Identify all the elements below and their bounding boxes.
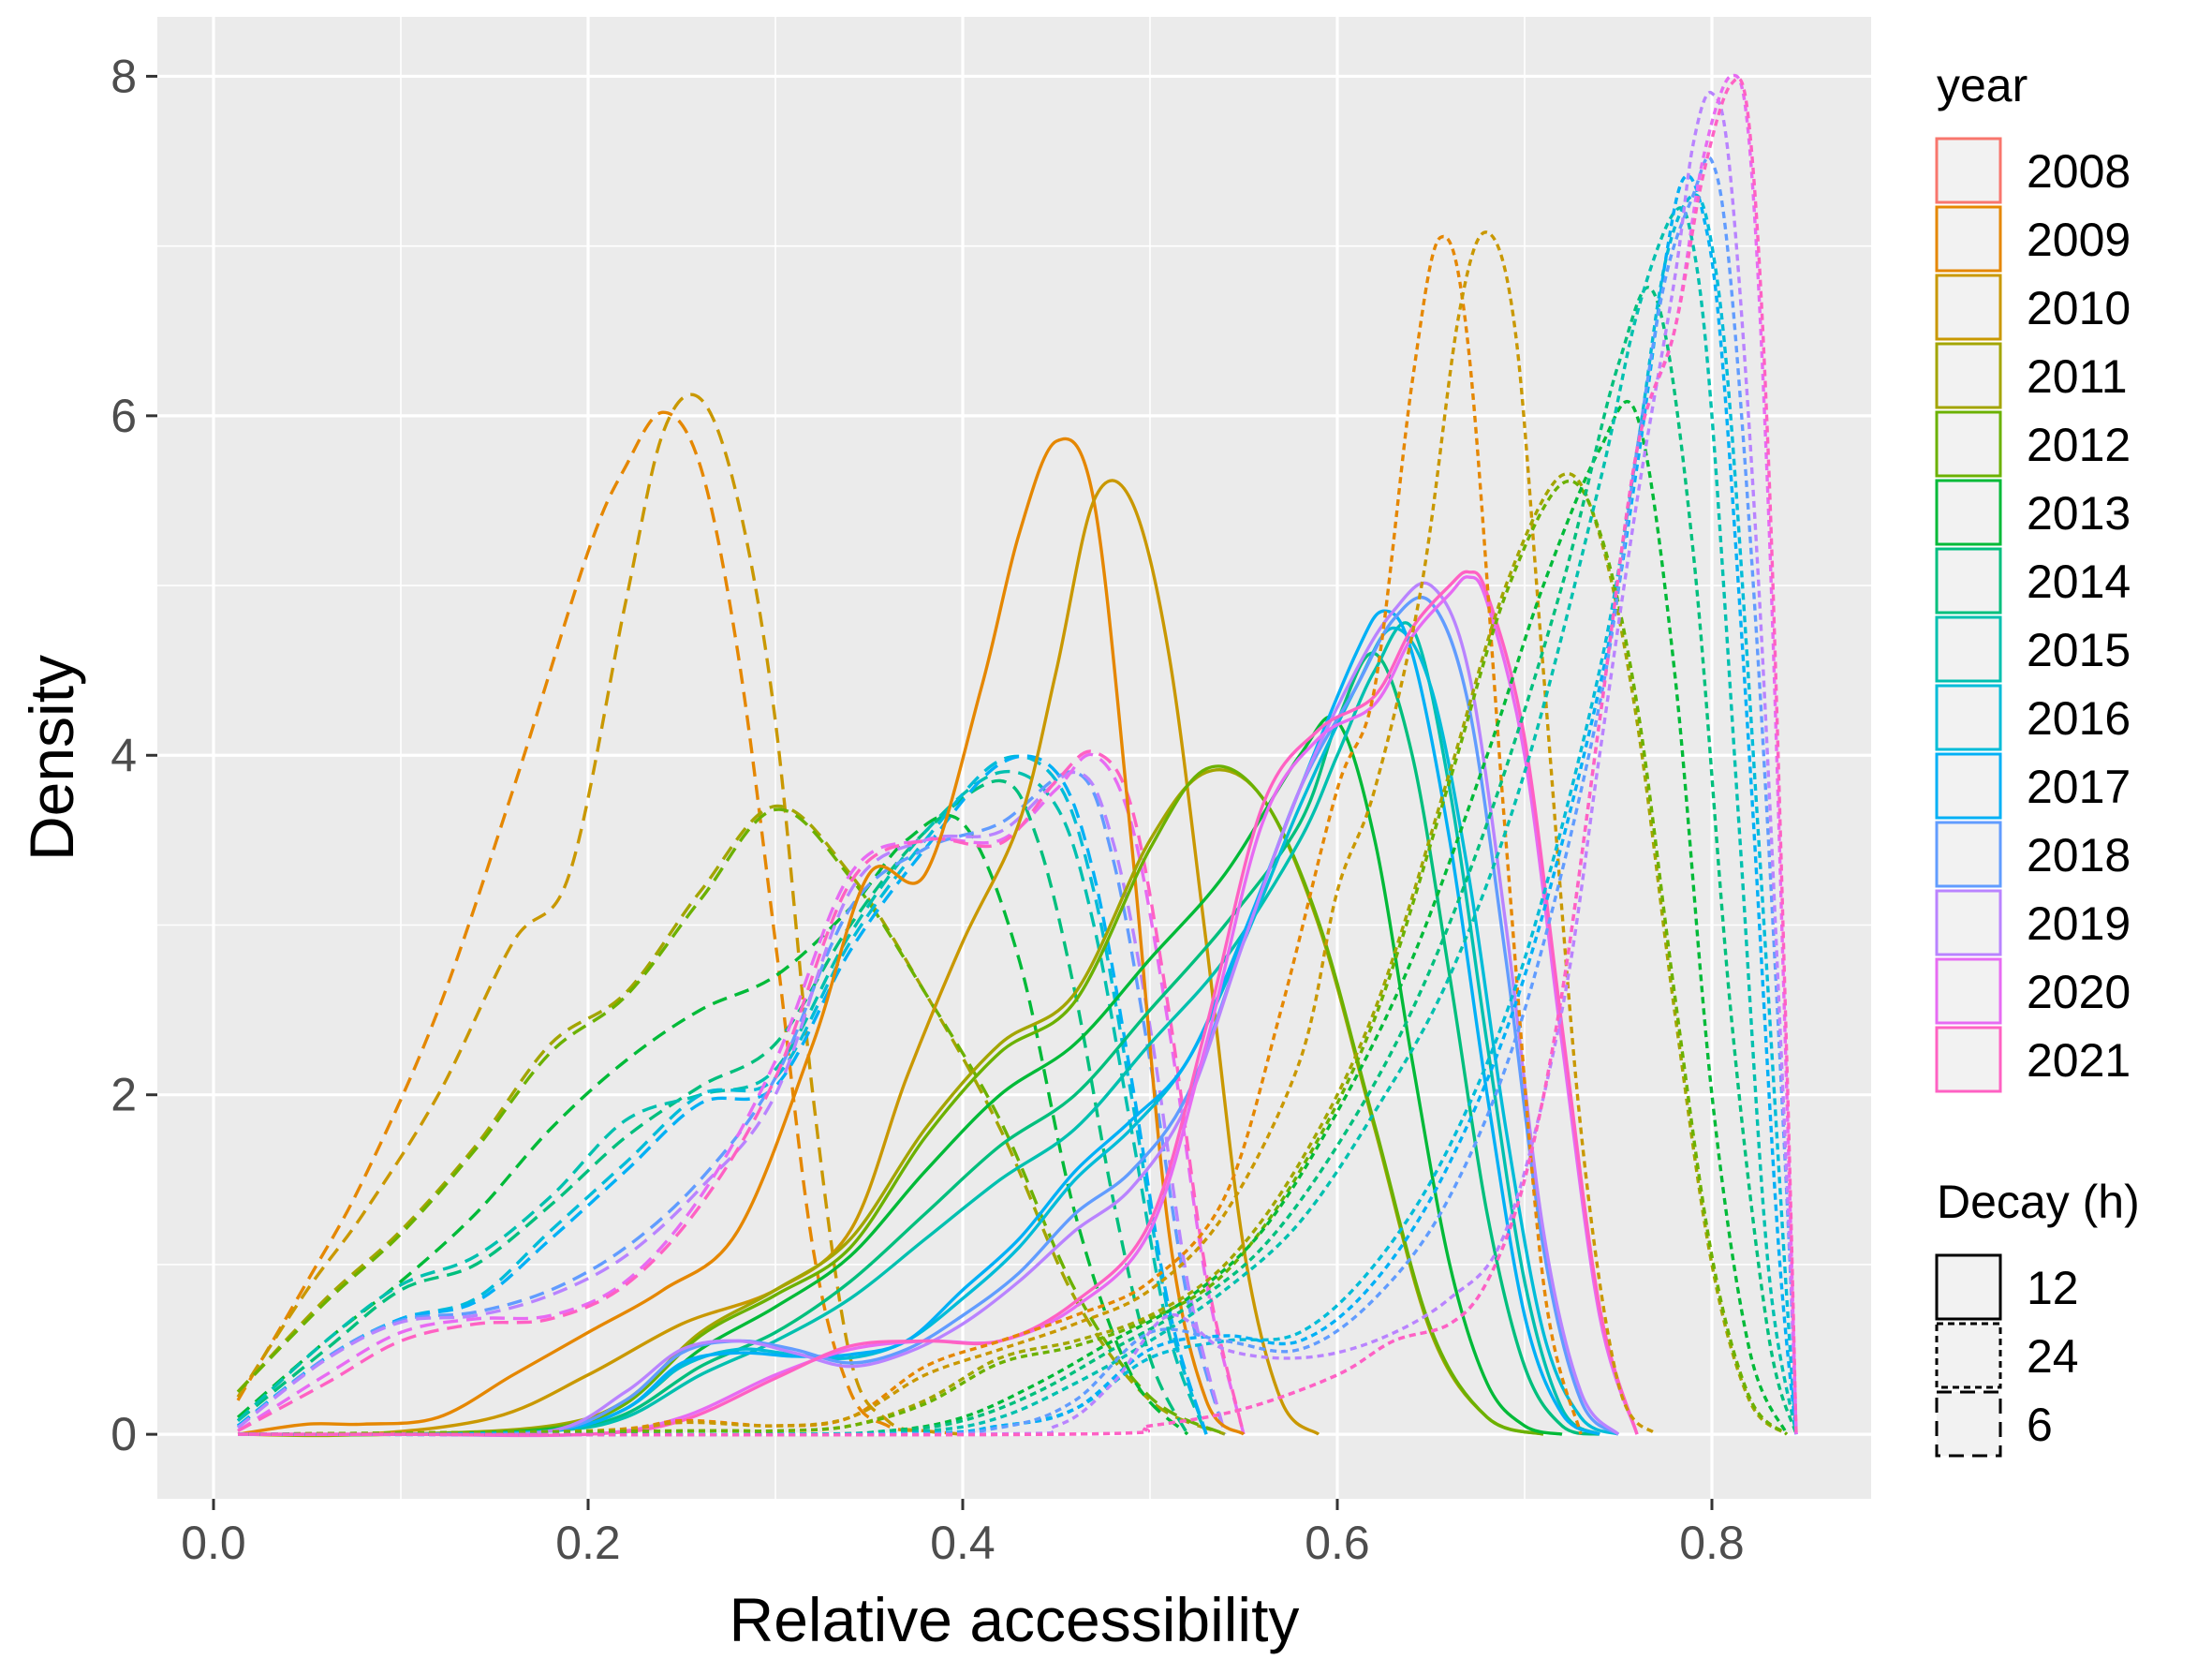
series-line-2014-24h (237, 286, 1798, 1437)
legend-label-2014: 2014 (2027, 555, 2131, 608)
legend-key-2008 (1935, 137, 2002, 204)
legend-key-2018 (1935, 821, 2002, 888)
series-line-2012-12h (237, 764, 1544, 1437)
series-line-2012-24h (237, 479, 1789, 1436)
series-line-2015-6h (236, 769, 1208, 1435)
y-tick-label: 8 (111, 50, 137, 102)
y-tick-label: 6 (111, 390, 137, 442)
legend-key-2012 (1935, 410, 2002, 478)
legend-label-decay-6: 6 (2027, 1399, 2053, 1451)
series-line-2012-6h (236, 807, 1226, 1436)
legend-label-2017: 2017 (2027, 761, 2131, 813)
series-line-2021-6h (237, 749, 1246, 1435)
legend-label-2009: 2009 (2027, 214, 2131, 266)
x-tick-label: 0.2 (555, 1517, 621, 1569)
y-tick-label: 0 (111, 1408, 137, 1460)
x-tick-label: 0.0 (181, 1517, 246, 1569)
legend-label-2018: 2018 (2027, 829, 2131, 881)
series-line-2015-24h (237, 206, 1798, 1437)
legend-key-decay-12 (1935, 1253, 2002, 1321)
legend-key-2010 (1935, 274, 2002, 341)
legend-key-decay-24 (1935, 1322, 2002, 1389)
legend-label-decay-24: 24 (2027, 1330, 2079, 1383)
legend-label-2019: 2019 (2027, 897, 2131, 950)
series-line-2010-6h (236, 393, 964, 1436)
legend-key-2021 (1935, 1026, 2002, 1093)
legend-year-title: year (1937, 59, 2028, 111)
legend-label-decay-12: 12 (2027, 1262, 2079, 1314)
series-line-2014-12h (237, 651, 1600, 1437)
series-line-2019-12h (237, 581, 1620, 1437)
y-tick-label: 2 (111, 1069, 137, 1121)
legend-label-2010: 2010 (2027, 282, 2131, 334)
series-line-2019-24h (237, 90, 1798, 1437)
legend-key-2014 (1935, 547, 2002, 615)
legend-label-2016: 2016 (2027, 692, 2131, 745)
x-axis: 0.0 0.2 0.4 0.6 0.8 (181, 1499, 1745, 1569)
legend-decay-items: 12 24 6 (1935, 1253, 2079, 1458)
series-line-2021-12h (237, 570, 1639, 1437)
x-tick-label: 0.8 (1679, 1517, 1745, 1569)
x-tick-label: 0.4 (930, 1517, 995, 1569)
legend-key-2020 (1935, 957, 2002, 1025)
series-line-2018-24h (237, 156, 1798, 1437)
legend: year 2008 2009 2010 2011 2012 2013 2014 2015 201… (1935, 59, 2140, 1458)
series-layer (236, 73, 1798, 1438)
series-line-2010-24h (237, 230, 1658, 1436)
legend-key-2017 (1935, 752, 2002, 820)
legend-key-2019 (1935, 889, 2002, 956)
legend-label-2012: 2012 (2027, 419, 2131, 471)
x-axis-label: Relative accessibility (730, 1585, 1300, 1654)
series-line-2014-6h (236, 778, 1189, 1435)
legend-label-2015: 2015 (2027, 624, 2131, 676)
series-line-2009-12h (237, 437, 1246, 1436)
series-line-2009-24h (237, 234, 1583, 1436)
legend-key-decay-6 (1935, 1390, 2002, 1458)
legend-key-2011 (1935, 342, 2002, 409)
y-axis: 0 2 4 6 8 (111, 50, 157, 1460)
series-line-2018-12h (237, 595, 1620, 1437)
legend-label-2020: 2020 (2027, 966, 2131, 1018)
legend-label-2008: 2008 (2027, 145, 2131, 198)
series-line-2021-24h (237, 77, 1798, 1437)
series-line-2010-12h (237, 479, 1320, 1438)
x-tick-label: 0.6 (1305, 1517, 1370, 1569)
minor-grid (157, 17, 1871, 1499)
series-line-2018-6h (236, 770, 1227, 1435)
legend-year-items: 2008 2009 2010 2011 2012 2013 2014 2015 2016 2017… (1935, 137, 2131, 1093)
series-line-2020-6h (237, 752, 1246, 1435)
legend-key-2015 (1935, 615, 2002, 683)
series-line-2016-12h (237, 626, 1619, 1437)
series-line-2015-12h (237, 621, 1600, 1437)
legend-label-2011: 2011 (2027, 350, 2128, 403)
series-line-2013-6h (236, 813, 1189, 1436)
legend-label-2021: 2021 (2027, 1034, 2131, 1087)
legend-key-2013 (1935, 479, 2002, 546)
series-line-2019-6h (236, 770, 1227, 1435)
series-line-2009-6h (236, 410, 964, 1436)
series-line-2017-6h (236, 754, 1208, 1435)
series-line-2016-6h (236, 754, 1208, 1435)
legend-key-2009 (1935, 205, 2002, 273)
series-line-2017-12h (237, 609, 1600, 1437)
y-axis-label: Density (17, 655, 86, 861)
series-line-2013-24h (237, 400, 1789, 1437)
y-tick-label: 4 (111, 729, 137, 781)
series-line-2020-12h (237, 575, 1639, 1438)
legend-key-2016 (1935, 684, 2002, 751)
legend-label-2013: 2013 (2027, 487, 2131, 540)
series-line-2011-6h (236, 804, 1226, 1436)
legend-decay-title: Decay (h) (1937, 1176, 2140, 1228)
